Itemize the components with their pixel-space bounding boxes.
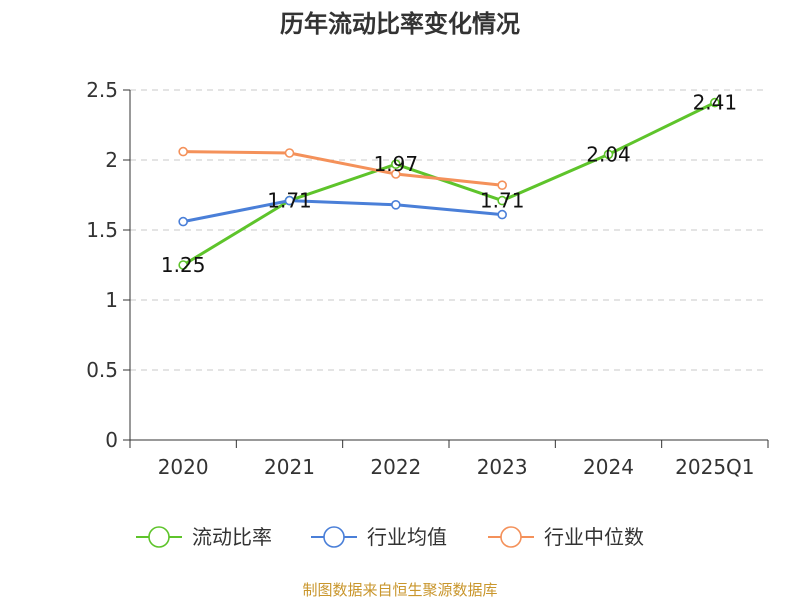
- data-label: 1.97: [374, 152, 419, 176]
- legend-label-1: 流动比率: [192, 525, 272, 549]
- data-point: [497, 180, 507, 190]
- legend-label-3: 行业中位数: [544, 525, 644, 549]
- data-point: [391, 169, 401, 179]
- source-note: 制图数据来自恒生聚源数据库: [302, 581, 497, 599]
- chart-title: 历年流动比率变化情况: [280, 10, 520, 38]
- data-point: [391, 159, 401, 169]
- grid-lines: [130, 89, 768, 371]
- data-point: [710, 97, 720, 108]
- x-tick-label: 2022: [370, 455, 421, 479]
- data-label: 2.41: [693, 91, 738, 115]
- x-tick-label: 2020: [158, 455, 209, 479]
- series-line-1: [182, 101, 716, 267]
- data-point: [391, 200, 401, 210]
- x-tick-label: 2024: [583, 455, 634, 479]
- y-tick-label: 2.5: [86, 78, 118, 102]
- data-point: [497, 195, 507, 206]
- x-tick-label: 2023: [477, 455, 528, 479]
- data-point: [178, 146, 188, 157]
- legend-marker-2: [323, 526, 345, 548]
- data-point: [178, 216, 188, 227]
- y-tick-label: 0.5: [86, 358, 118, 382]
- y-tick-label: 2: [105, 148, 118, 172]
- x-tick-label: 2021: [264, 455, 315, 479]
- data-point: [497, 209, 507, 220]
- legend-marker-1: [148, 526, 170, 548]
- legend: 流动比率 行业均值 行业中位数: [136, 525, 644, 549]
- legend-label-2: 行业均值: [367, 525, 447, 549]
- y-tick-label: 1.5: [86, 218, 118, 242]
- x-axis-ticks: 2020 2021 2022 2023 2024 2025Q1: [129, 440, 769, 479]
- x-tick-label: 2025Q1: [675, 455, 754, 479]
- axes: [129, 90, 768, 441]
- data-label: 1.71: [267, 189, 312, 213]
- data-point: [603, 149, 614, 160]
- data-label: 1.71: [480, 189, 525, 213]
- series-line-2: [182, 199, 503, 224]
- y-tick-label: 0: [105, 428, 118, 452]
- series-line-3: [183, 150, 503, 187]
- series-lines: [178, 97, 720, 270]
- data-point: [284, 148, 295, 158]
- y-axis-ticks: 0 0.5 1 1.5 2 2.5: [86, 78, 130, 452]
- y-tick-label: 1: [105, 288, 118, 312]
- data-point: [284, 195, 295, 206]
- data-labels: 1.25 1.71 1.97 1.71 2.04 2.41: [161, 91, 737, 277]
- data-label: 2.04: [586, 142, 631, 166]
- data-label: 1.25: [161, 253, 206, 277]
- legend-marker-3: [500, 526, 522, 548]
- data-point: [178, 260, 188, 270]
